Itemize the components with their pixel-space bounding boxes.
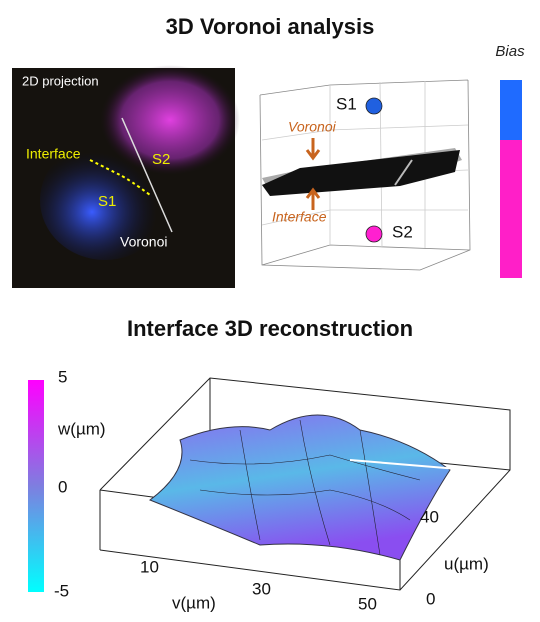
colorbar [28,380,44,592]
v-tick: 30 [252,579,271,598]
v-tick: 10 [140,557,159,576]
voronoi-diagram [259,79,471,271]
title: Interface 3D reconstruction [127,316,413,341]
bias-bar [500,80,522,140]
voronoi-label: Voronoi [120,234,167,250]
image-label: 2D projection [22,73,99,88]
v-label: v(µm) [172,593,216,612]
bias-label: Bias [495,43,525,60]
colorbar-label: w(µm) [57,419,106,438]
title: 3D Voronoi analysis [166,14,375,39]
bias-bar [500,140,522,278]
u-tick: 0 [426,589,435,608]
v-tick: 50 [358,594,377,613]
s1-label: S1 [336,94,357,113]
surface-plot [99,377,511,591]
interface-label: Interface [26,146,81,162]
s2-label: S2 [152,151,170,168]
interface-label: Interface [272,209,327,225]
voronoi-label: Voronoi [288,119,337,135]
projection-image: 2D projection Interface S2 S1 Voronoi [12,65,240,288]
colorbar-tick: -5 [54,581,69,600]
colorbar-tick: 0 [58,477,67,496]
u-label: u(µm) [444,554,489,573]
u-tick: 40 [420,507,439,526]
colorbar-tick: 5 [58,367,67,386]
s1-label: S1 [98,193,116,210]
s2-label: S2 [392,222,413,241]
